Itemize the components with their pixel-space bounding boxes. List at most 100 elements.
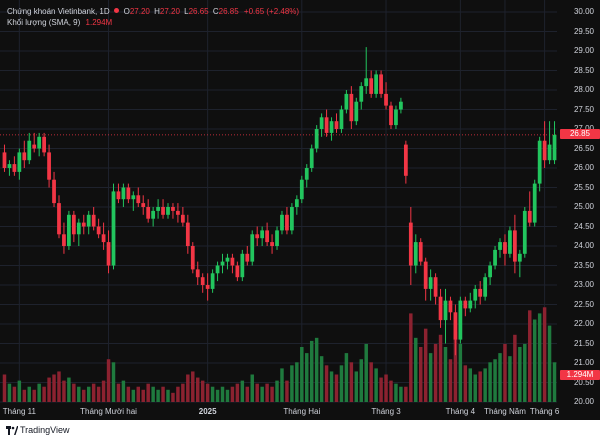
volume-bar [225,389,230,402]
candle-body [493,249,497,266]
price-tick-label: 22.00 [573,319,594,328]
volume-bar [2,374,7,402]
candle-body [121,187,126,200]
volume-bar [220,386,225,402]
volume-bar [458,343,463,402]
candle-body [180,214,185,223]
candle-body [309,148,314,168]
volume-bar [171,392,175,402]
candle-body [280,214,284,231]
candle-body [463,300,468,309]
candle-body [171,207,175,211]
volume-bar [384,374,388,402]
volume-bar [329,371,334,402]
time-tick-label: Tháng 6 [529,407,560,416]
low-label: L [184,7,189,16]
candlestick-chart[interactable] [0,0,600,420]
volume-bar [528,310,532,402]
volume-bar [47,377,51,402]
volume-bar [295,362,299,402]
price-tick-label: 22.50 [573,299,594,309]
candle-body [547,144,552,161]
candle-body [245,253,250,262]
price-tick-label: 23.50 [573,260,594,270]
candle-body [255,234,260,239]
candle-body [299,179,304,200]
volume-bar [141,389,145,402]
candle-body [314,129,319,149]
candle-body [126,187,131,200]
low-value: 26.65 [188,7,209,16]
price-tick-label: 20.50 [573,377,594,387]
volume-bar [453,331,458,402]
candle-body [403,144,408,176]
candle-body [364,78,369,87]
volume-bar [32,389,36,402]
candle-body [443,300,448,321]
volume-bar [394,383,398,402]
tradingview-brand[interactable]: TradingView [20,425,70,435]
candle-body [324,117,329,133]
candle-body [399,101,403,110]
volume-bar [62,380,66,402]
volume-badge: 1.294M [560,370,600,380]
candle-body [22,152,27,161]
symbol-title: Chứng khoán Vietinbank, 1D [7,7,110,16]
candle-body [438,296,443,321]
candle-body [260,230,265,239]
volume-bar [200,380,205,402]
candle-body [265,230,269,243]
candle-body [532,183,537,223]
volume-bar [77,386,81,402]
volume-bar [101,380,106,402]
volume-bar [305,353,309,402]
candle-body [185,222,190,246]
volume-bar [399,386,403,402]
time-tick-label: Tháng Hai [283,407,321,416]
volume-bar [300,347,304,402]
volume-bar [369,362,373,402]
candle-body [151,210,156,219]
candle-body [413,242,418,266]
volume-legend: Khối lượng (SMA, 9) 1.294M [7,18,112,28]
volume-bar [532,319,537,402]
market-status-dot [113,8,119,14]
volume-bar [483,368,487,402]
close-value: 26.85 [218,7,239,16]
volume-bar [379,377,383,402]
candle-body [468,300,473,309]
candle-body [527,210,532,223]
candle-body [47,152,51,180]
volume-bar [448,359,453,402]
volume-bar [250,374,254,402]
volume-bar [409,313,413,402]
volume-bar [344,353,349,402]
volume-bar [354,371,359,402]
volume-bar [106,359,111,402]
volume-bar [17,380,22,402]
candle-body [418,242,423,262]
open-value: 27.20 [129,7,150,16]
candle-body [473,288,478,301]
volume-bar [37,383,41,402]
candle-body [12,164,17,172]
candle-body [67,214,71,246]
close-label: C [212,7,219,16]
volume-bar [364,343,368,402]
candle-body [339,109,344,129]
volume-bar [116,383,121,402]
tradingview-logo-icon[interactable] [6,426,18,436]
price-tick-label: 27.00 [564,124,594,133]
chart-area[interactable]: Chứng khoán Vietinbank, 1D O27.20 H27.20 … [0,0,600,420]
volume-bar [280,368,284,402]
candle-body [230,257,235,266]
candle-body [215,265,220,274]
candle-body [512,230,517,262]
candle-body [478,288,483,297]
candle-body [76,222,81,235]
volume-bar [42,386,46,402]
volume-bar [196,377,200,402]
candle-body [542,140,547,161]
volume-bar [537,313,542,402]
candle-body [488,265,492,278]
